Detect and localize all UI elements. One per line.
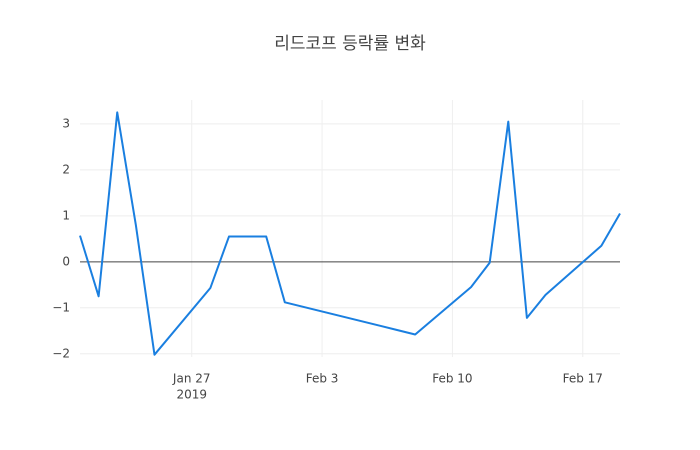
y-tick-label: 3 xyxy=(62,116,70,130)
chart-title: 리드코프 등락률 변화 xyxy=(274,34,426,54)
y-tick-label: 2 xyxy=(62,162,70,176)
y-tick-label: 1 xyxy=(62,208,70,222)
y-tick-label: 0 xyxy=(62,254,70,268)
y-tick-label: −2 xyxy=(52,346,70,360)
x-tick-sublabel: 2019 xyxy=(176,388,207,402)
x-tick-label: Feb 3 xyxy=(306,372,339,386)
x-tick-label: Feb 10 xyxy=(432,372,472,386)
line-series xyxy=(79,111,621,356)
x-tick-label: Feb 17 xyxy=(563,372,603,386)
x-tick-label: Jan 27 xyxy=(172,372,211,386)
y-tick-label: −1 xyxy=(52,300,70,314)
